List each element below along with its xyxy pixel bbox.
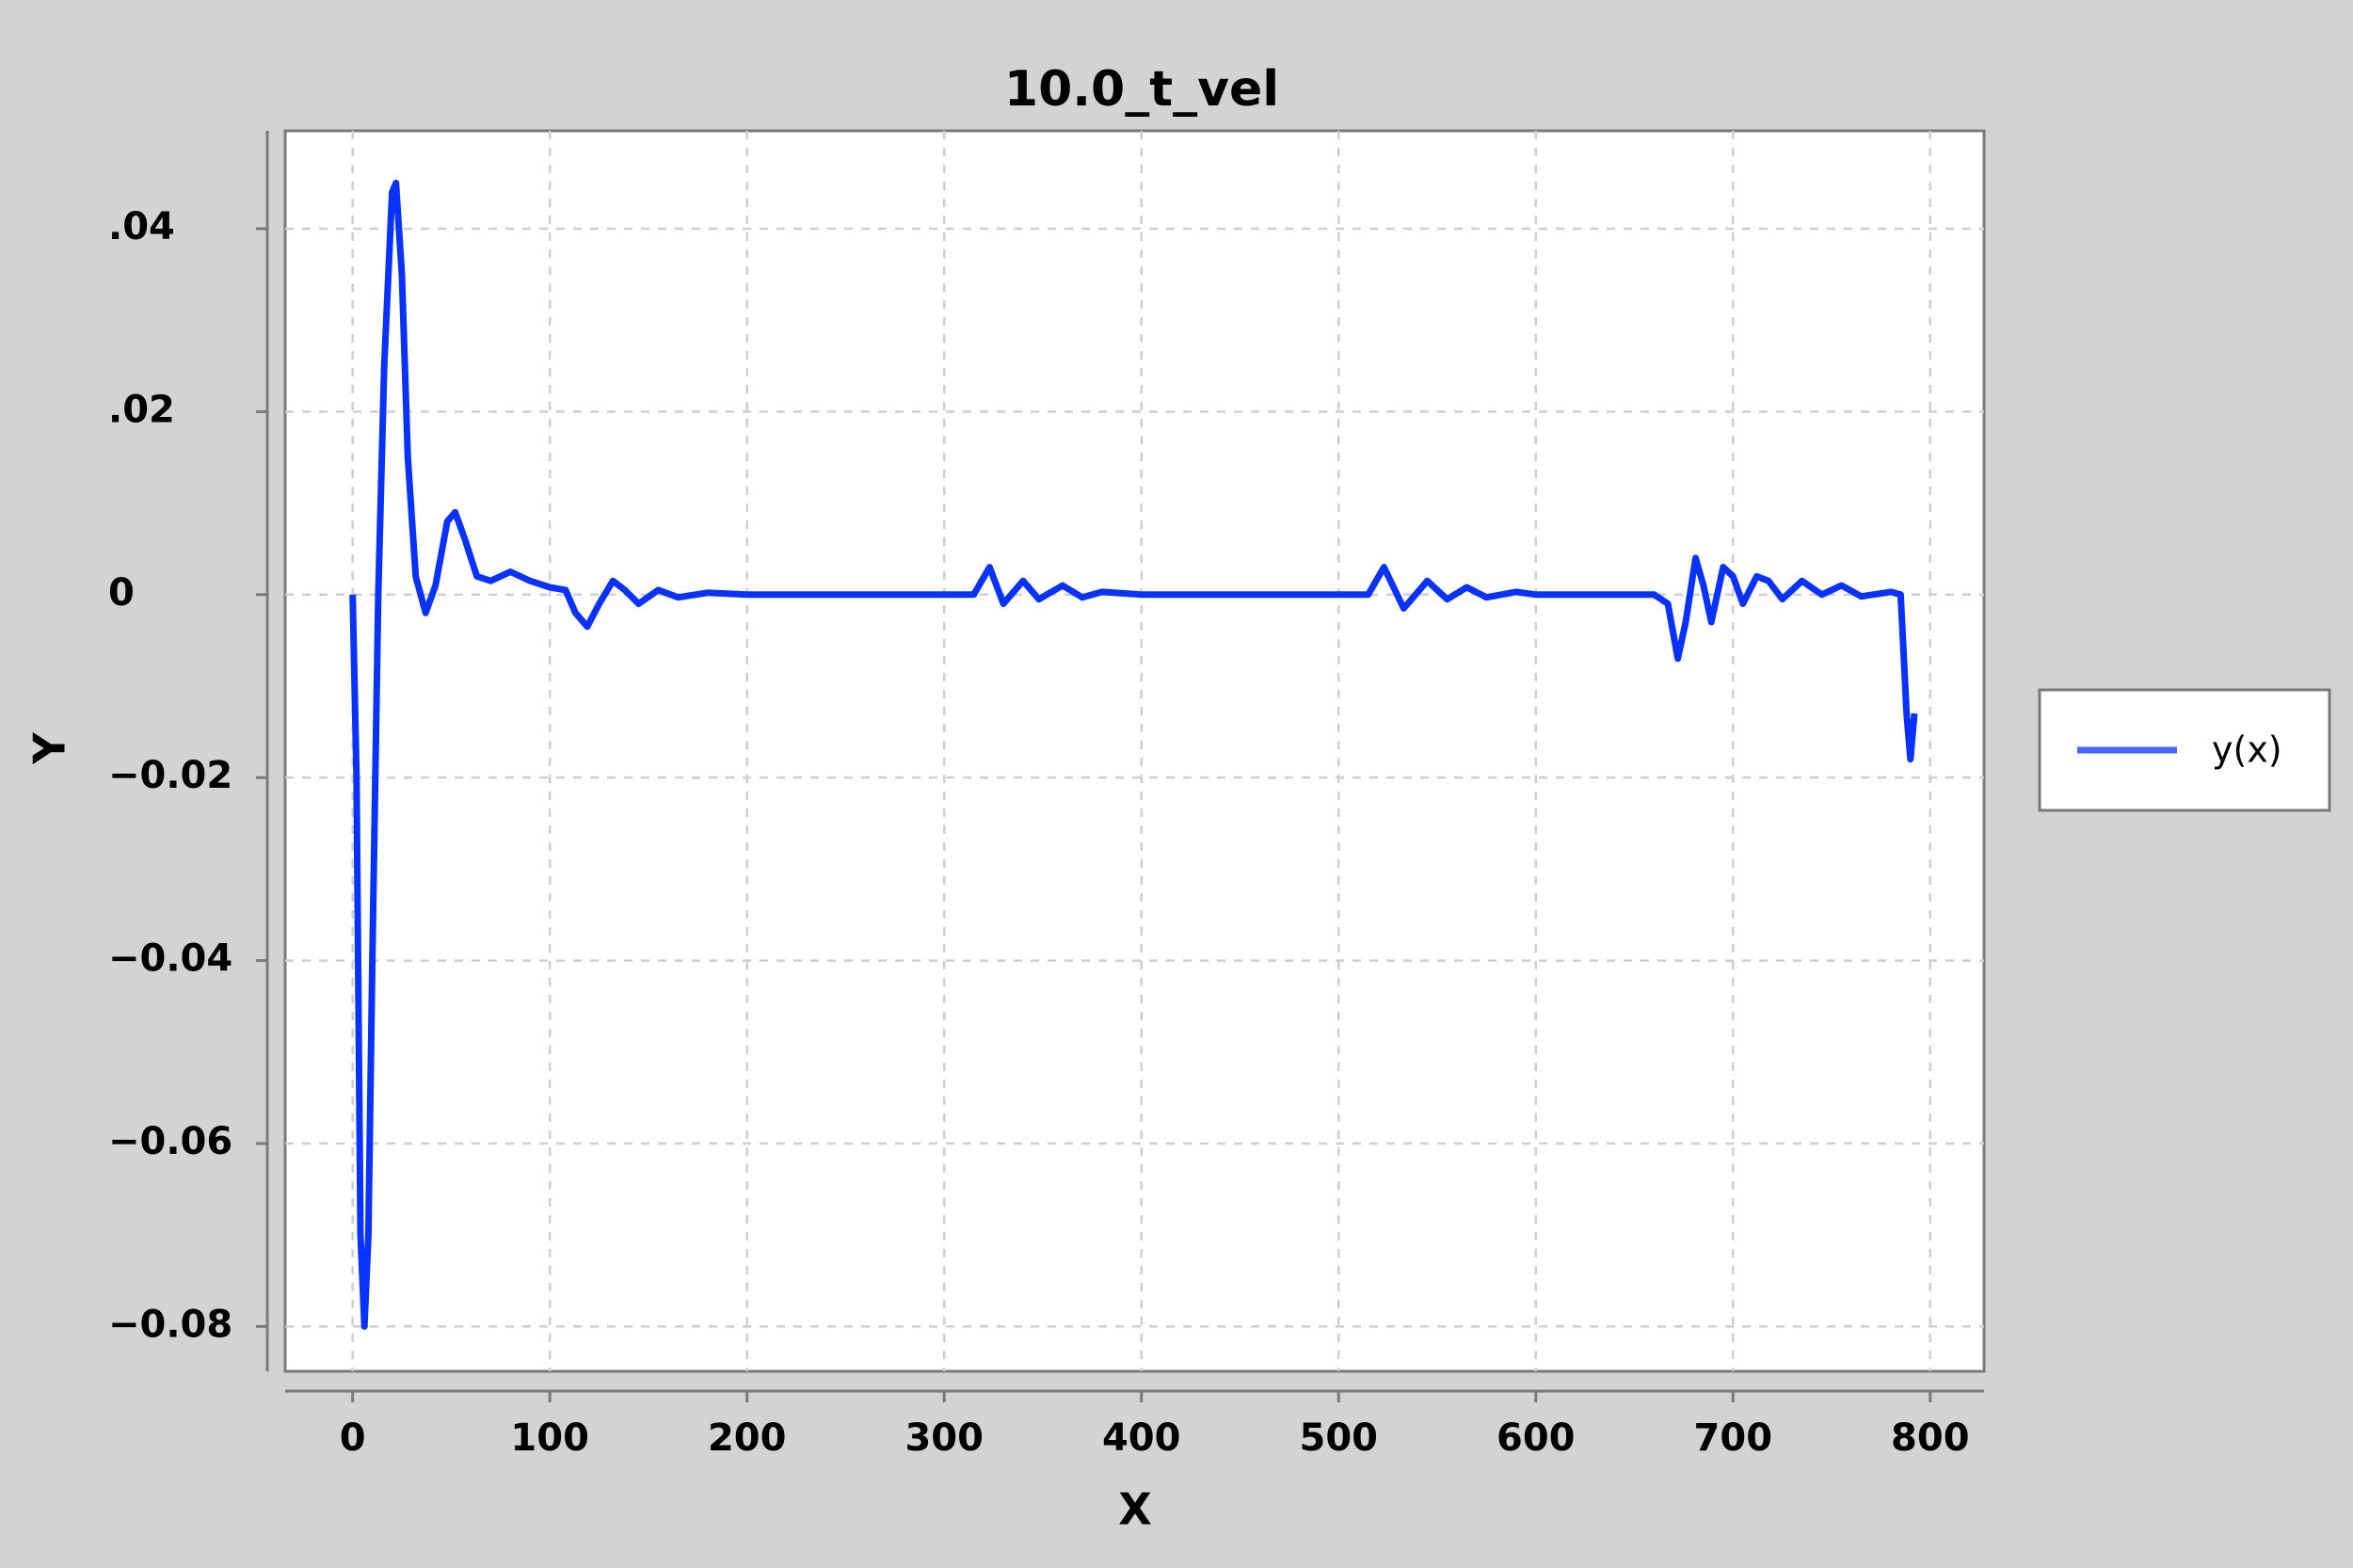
y-tick-label: −0.02 [108,754,232,797]
x-tick-label: 800 [1891,1416,1970,1460]
x-tick-label: 100 [510,1416,589,1460]
x-tick-label: 600 [1497,1416,1576,1460]
x-tick-label: 0 [340,1416,366,1460]
y-tick-label: −0.08 [108,1303,232,1346]
x-tick-label: 700 [1694,1416,1773,1460]
x-tick-label: 200 [708,1416,787,1460]
x-tick-label: 400 [1102,1416,1181,1460]
y-tick-label: .04 [108,205,175,248]
y-tick-label: −0.04 [108,937,232,981]
legend-label: y(x) [2212,729,2282,771]
data-line [349,179,1918,1330]
chart-title: 10.0_t_vel [1004,61,1279,118]
y-tick-label: 0 [108,571,135,615]
plot-area [283,129,1986,1373]
x-axis-label: X [1118,1484,1151,1535]
y-tick-label: −0.06 [108,1120,232,1163]
x-tick-label: 300 [904,1416,984,1460]
x-tick-label: 500 [1299,1416,1378,1460]
y-axis-label: Y [24,732,75,765]
y-tick-label: .02 [108,388,175,431]
